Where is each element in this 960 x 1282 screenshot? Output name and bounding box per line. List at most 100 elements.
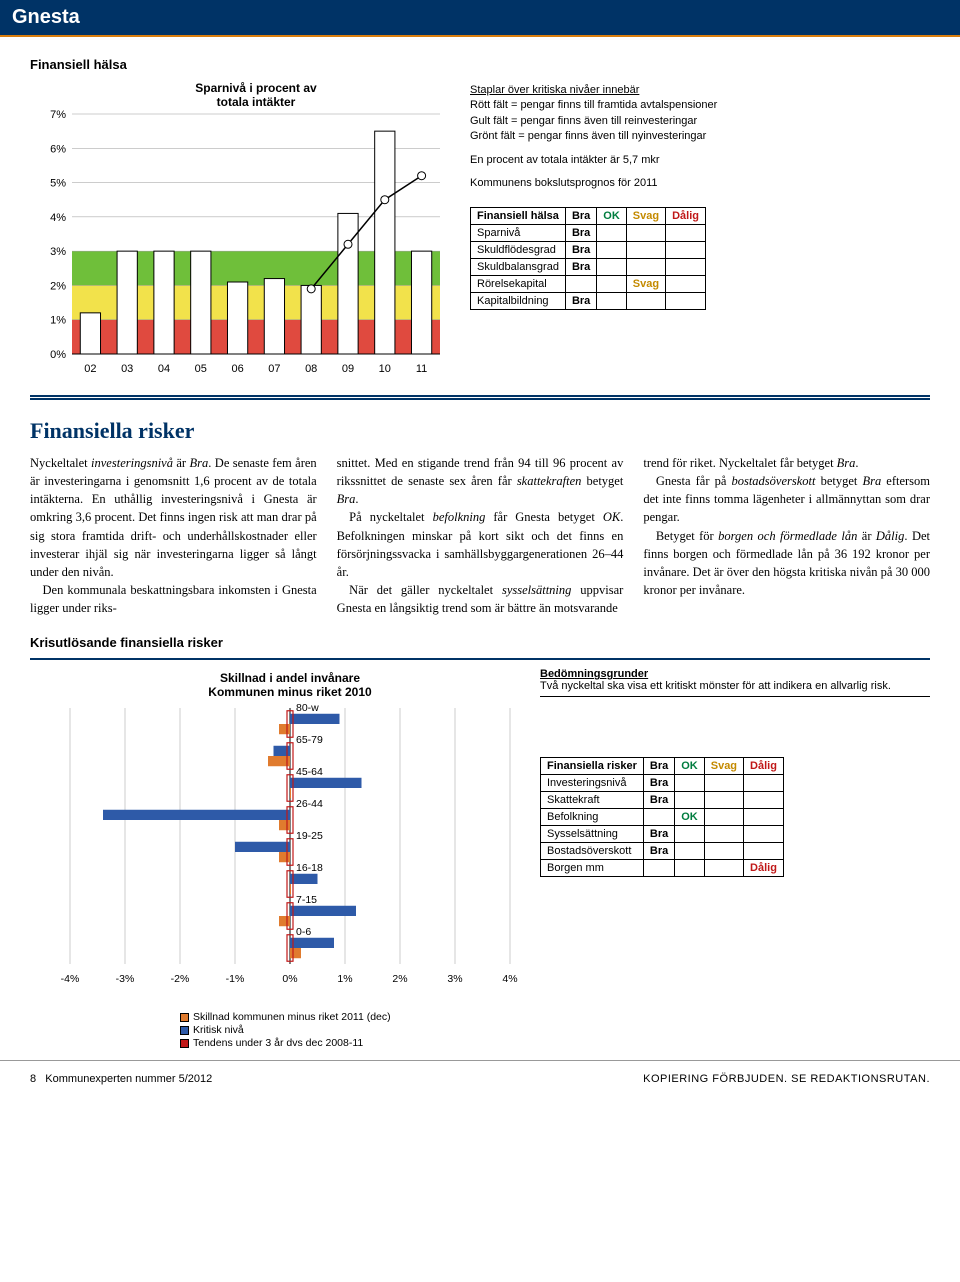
chart2-legend: Skillnad kommunen minus riket 2011 (dec)…: [180, 1011, 520, 1049]
legend-l1: Rött fält = pengar finns till framtida a…: [470, 98, 930, 113]
row-rating: Bra: [565, 259, 596, 276]
svg-text:65-79: 65-79: [296, 734, 323, 746]
table-row: RörelsekapitalSvag: [471, 276, 706, 293]
row-rating: Bra: [643, 826, 674, 843]
bed-text: Två nyckeltal ska visa ett kritiskt möns…: [540, 680, 930, 692]
col2-p1: snittet. Med en stigande trend från 94 t…: [337, 456, 624, 506]
eval-header: Svag: [626, 208, 665, 225]
page-body: Finansiell hälsa Sparnivå i procent avto…: [0, 37, 960, 1060]
col3: trend för riket. Nyckeltalet får betyget…: [643, 454, 930, 617]
eval-header: Finansiella risker: [541, 758, 644, 775]
col2: snittet. Med en stigande trend från 94 t…: [337, 454, 624, 617]
svg-text:3%: 3%: [447, 973, 462, 985]
section3-heading: Krisutlösande finansiella risker: [30, 635, 930, 650]
table-row: Borgen mmDålig: [541, 860, 784, 877]
page-title-band: Gnesta: [0, 0, 960, 37]
divider-2: [30, 658, 930, 660]
footer-page: 8: [30, 1073, 36, 1085]
row-rating: OK: [675, 809, 705, 826]
col3-p1: trend för riket. Nyckeltalet får betyget…: [643, 456, 858, 470]
row-name: Bostadsöverskott: [541, 843, 644, 860]
svg-text:6%: 6%: [50, 143, 66, 155]
row-name: Befolkning: [541, 809, 644, 826]
divider-1: [30, 395, 930, 400]
bottom-row: Skillnad i andel invånareKommunen minus …: [30, 668, 930, 1050]
svg-text:05: 05: [195, 363, 207, 375]
svg-text:Skillnad i andel invånare: Skillnad i andel invånare: [220, 671, 360, 685]
table-row: SysselsättningBra: [541, 826, 784, 843]
eval-table-2: Finansiella riskerBraOKSvagDåligInvester…: [540, 757, 784, 877]
population-chart: Skillnad i andel invånareKommunen minus …: [30, 668, 520, 1008]
eval-header: Finansiell hälsa: [471, 208, 566, 225]
section1-heading: Finansiell hälsa: [30, 57, 450, 72]
row-name: Skuldbalansgrad: [471, 259, 566, 276]
svg-text:-2%: -2%: [171, 973, 190, 985]
svg-text:09: 09: [342, 363, 354, 375]
legend-note1: En procent av totala intäkter är 5,7 mkr: [470, 153, 930, 168]
eval-table-1: Finansiell hälsaBraOKSvagDåligSparnivåBr…: [470, 207, 706, 310]
eval-header: Bra: [643, 758, 674, 775]
legend-label: Skillnad kommunen minus riket 2011 (dec): [193, 1011, 391, 1023]
row-name: Borgen mm: [541, 860, 644, 877]
legend-swatch: [180, 1039, 189, 1048]
row-name: Sysselsättning: [541, 826, 644, 843]
page-title: Gnesta: [12, 6, 80, 28]
legend-label: Tendens under 3 år dvs dec 2008-11: [193, 1037, 363, 1049]
svg-text:7%: 7%: [50, 109, 66, 121]
eval-header: OK: [597, 208, 627, 225]
svg-text:totala intäkter: totala intäkter: [217, 95, 296, 109]
row-rating: Bra: [565, 225, 596, 242]
svg-text:04: 04: [158, 363, 170, 375]
legend-l3: Grönt fält = pengar finns även till nyin…: [470, 129, 930, 144]
svg-text:03: 03: [121, 363, 133, 375]
eval-header: Dålig: [744, 758, 784, 775]
col2-p3: När det gäller nyckeltalet sysselsättnin…: [337, 583, 624, 615]
svg-text:-3%: -3%: [116, 973, 135, 985]
svg-text:11: 11: [416, 363, 427, 375]
section3-right: Bedömningsgrunder Två nyckeltal ska visa…: [540, 668, 930, 1050]
section1-right: Staplar över kritiska nivåer innebär Röt…: [470, 57, 930, 381]
svg-text:1%: 1%: [50, 315, 66, 327]
svg-text:Sparnivå i procent av: Sparnivå i procent av: [195, 81, 317, 95]
svg-text:02: 02: [84, 363, 96, 375]
svg-text:26-44: 26-44: [296, 798, 323, 810]
svg-text:2%: 2%: [50, 280, 66, 292]
eval-header: Bra: [565, 208, 596, 225]
svg-text:16-18: 16-18: [296, 862, 323, 874]
legend-item: Tendens under 3 år dvs dec 2008-11: [180, 1037, 520, 1049]
legend-swatch: [180, 1026, 189, 1035]
bed-title: Bedömningsgrunder: [540, 668, 930, 680]
eval-header: Svag: [704, 758, 743, 775]
row-rating: Bra: [565, 293, 596, 310]
row-rating: Svag: [626, 276, 665, 293]
col1-p2: Den kommunala beskattningsbara inkomsten…: [30, 581, 317, 617]
row-name: Skuldflödesgrad: [471, 242, 566, 259]
col2-p2: På nyckeltalet befolkning får Gnesta bet…: [337, 510, 624, 578]
col3-p2: Gnesta får på bostadsöverskott bety­get …: [643, 474, 930, 524]
svg-text:0-6: 0-6: [296, 926, 311, 938]
svg-text:45-64: 45-64: [296, 766, 323, 778]
footer-right: KOPIERING FÖRBJUDEN. SE REDAKTIONSRUTAN.: [643, 1073, 930, 1085]
col1: Nyckeltalet investeringsnivå är Bra. De …: [30, 454, 317, 617]
svg-text:08: 08: [305, 363, 317, 375]
svg-text:10: 10: [379, 363, 391, 375]
table-row: SkuldbalansgradBra: [471, 259, 706, 276]
eval-header: Dålig: [666, 208, 706, 225]
legend-label: Kritisk nivå: [193, 1024, 244, 1036]
chart1-column: Finansiell hälsa Sparnivå i procent avto…: [30, 57, 450, 381]
table-row: KapitalbildningBra: [471, 293, 706, 310]
svg-text:7-15: 7-15: [296, 894, 317, 906]
chart2-column: Skillnad i andel invånareKommunen minus …: [30, 668, 520, 1050]
row-name: Sparnivå: [471, 225, 566, 242]
table-row: SparnivåBra: [471, 225, 706, 242]
row-name: Kapitalbildning: [471, 293, 566, 310]
svg-text:5%: 5%: [50, 178, 66, 190]
svg-text:Kommunen minus riket 2010: Kommunen minus riket 2010: [208, 685, 372, 699]
footer-left: 8 Kommunexperten nummer 5/2012: [30, 1073, 212, 1085]
row-rating: Bra: [643, 843, 674, 860]
row-name: Skattekraft: [541, 792, 644, 809]
table-row: BostadsöverskottBra: [541, 843, 784, 860]
section2-heading: Finansiella risker: [30, 418, 930, 444]
legend-head: Staplar över kritiska nivåer innebär: [470, 83, 930, 98]
svg-text:06: 06: [231, 363, 243, 375]
